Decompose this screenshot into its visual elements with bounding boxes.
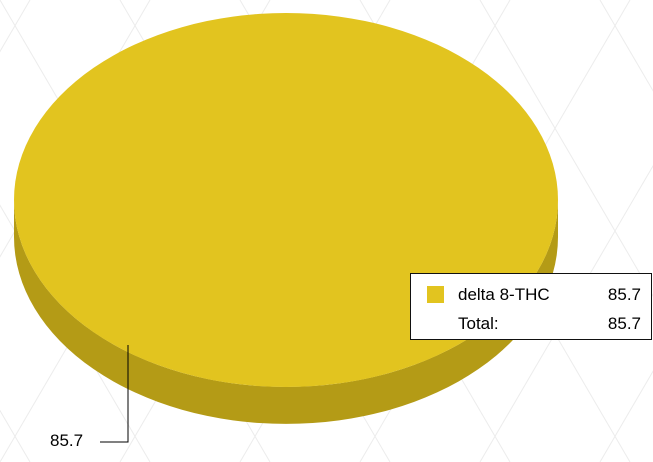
legend-item-label: delta 8-THC [458,285,550,304]
legend-item-value: 85.7 [607,285,641,304]
legend-total-row: Total: 85.7 [411,312,651,336]
data-label-value: 85.7 [50,431,84,450]
legend-total-value: 85.7 [607,314,641,333]
legend-swatch [427,286,444,303]
legend-total-label: Total: [458,314,499,333]
legend: delta 8-THC 85.7 Total: 85.7 [410,273,652,340]
pie-slice-side [14,200,558,424]
pie-slice-delta-8-thc[interactable] [14,13,558,424]
legend-item-delta-8-thc[interactable]: delta 8-THC 85.7 [411,283,651,307]
data-label-leader-line [100,345,129,443]
